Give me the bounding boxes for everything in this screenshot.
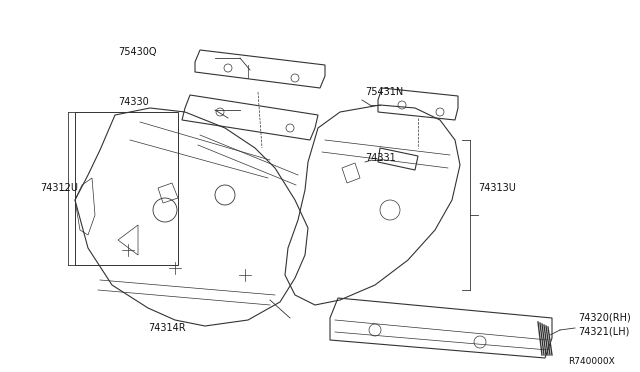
Text: 74320(RH): 74320(RH) bbox=[578, 313, 631, 323]
Text: 74314R: 74314R bbox=[148, 323, 186, 333]
Text: 75431N: 75431N bbox=[365, 87, 403, 97]
Text: 74321(LH): 74321(LH) bbox=[578, 327, 629, 337]
Text: 74312U: 74312U bbox=[40, 183, 78, 193]
Text: 75430Q: 75430Q bbox=[118, 47, 157, 57]
Text: R740000X: R740000X bbox=[568, 357, 615, 366]
Text: 74313U: 74313U bbox=[478, 183, 516, 193]
Text: 74331: 74331 bbox=[365, 153, 396, 163]
Text: 74330: 74330 bbox=[118, 97, 148, 107]
